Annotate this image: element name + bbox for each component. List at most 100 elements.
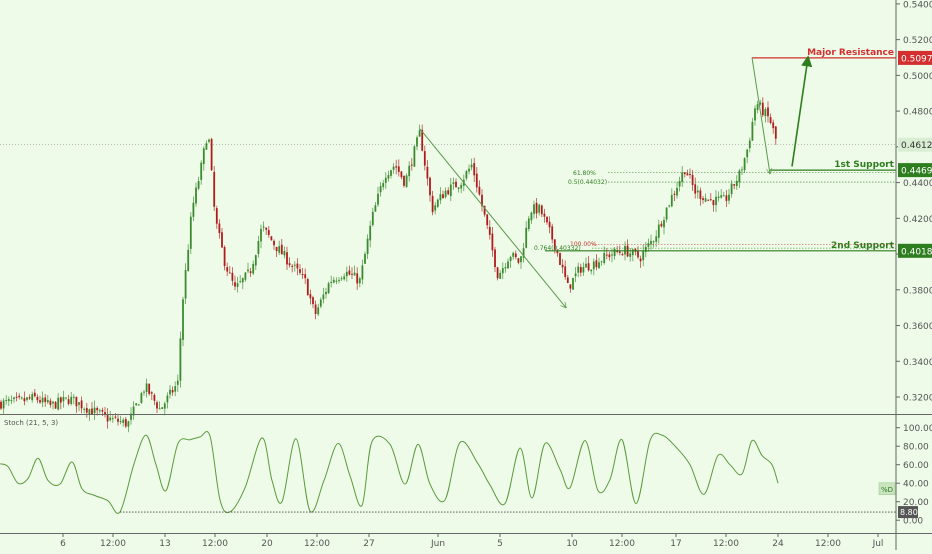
candle-body — [470, 164, 473, 168]
stoch-tick-label: 100.00 — [903, 424, 932, 434]
candle-body — [182, 299, 184, 340]
candle-body — [647, 243, 650, 247]
price-label: 0.44698 — [901, 167, 932, 177]
candle-body — [184, 270, 187, 299]
candle-body — [582, 266, 585, 273]
candle-body — [213, 171, 216, 207]
time-tick-label: 12:00 — [304, 539, 330, 549]
candle-body — [702, 198, 704, 200]
candle-body — [304, 274, 307, 279]
candle-body — [644, 246, 647, 252]
candle-body — [221, 232, 223, 248]
candle-body — [317, 307, 320, 315]
candle-body — [426, 166, 429, 179]
candle-body — [166, 395, 169, 403]
candle-body — [176, 380, 179, 385]
candle-body — [345, 271, 348, 277]
candle-body — [592, 261, 595, 270]
candle-body — [208, 139, 210, 142]
candle-body — [72, 396, 75, 398]
candle-body — [738, 170, 741, 183]
candle-body — [93, 407, 96, 414]
candle-body — [122, 419, 125, 423]
candle-body — [332, 279, 335, 283]
candle-body — [639, 258, 642, 262]
candle-body — [26, 397, 28, 400]
time-tick-label: 24 — [772, 539, 784, 549]
price-label: 0.46123 — [901, 141, 932, 151]
candle-body — [153, 394, 156, 401]
time-tick-label: Jun — [430, 539, 445, 549]
candle-body — [678, 181, 681, 187]
candle-body — [130, 413, 132, 420]
candle-body — [96, 407, 99, 411]
candle-body — [306, 279, 309, 296]
candle-body — [603, 252, 606, 264]
candle-body — [57, 397, 60, 410]
candle-body — [538, 204, 541, 213]
candles — [0, 97, 777, 433]
candle-body — [551, 226, 554, 240]
trend-line — [419, 128, 566, 308]
candle-body — [338, 279, 340, 281]
candle-body — [434, 205, 437, 211]
candle-body — [145, 383, 148, 392]
candle-body — [2, 400, 5, 409]
candle-body — [179, 338, 182, 381]
candle-body — [751, 121, 754, 141]
candle-body — [605, 254, 608, 256]
candle-body — [533, 204, 535, 214]
stoch-line — [0, 431, 779, 514]
candle-body — [280, 244, 283, 255]
candle-body — [618, 251, 621, 253]
candle-body — [18, 395, 21, 398]
candle-body — [91, 408, 93, 415]
candle-body — [137, 404, 140, 406]
candle-body — [494, 249, 496, 268]
candle-body — [761, 102, 764, 116]
candle-body — [52, 401, 54, 404]
candle-body — [226, 267, 229, 272]
candle-body — [598, 262, 600, 269]
candle-body — [483, 205, 486, 215]
candle-body — [278, 246, 281, 253]
candle-body — [158, 408, 161, 410]
candle-body — [150, 392, 153, 394]
level-label: Major Resistance — [807, 48, 894, 58]
candle-body — [54, 402, 57, 409]
fib-label: 100.00% — [570, 241, 597, 248]
candle-body — [13, 397, 15, 400]
candle-body — [49, 400, 52, 405]
candle-body — [743, 158, 746, 171]
time-tick-label: Jul — [872, 539, 884, 549]
candle-body — [540, 205, 543, 215]
candle-body — [132, 406, 135, 416]
candle-body — [106, 415, 109, 422]
candle-body — [44, 397, 47, 402]
time-tick-label: 27 — [363, 539, 374, 549]
candle-body — [460, 184, 463, 189]
candle-body — [613, 248, 616, 257]
stoch-title: Stoch (21, 5, 3) — [4, 419, 58, 427]
candle-body — [707, 199, 710, 201]
candle-body — [254, 255, 257, 266]
candle-body — [98, 410, 101, 412]
candle-body — [119, 421, 122, 423]
candle-body — [364, 253, 366, 264]
candle-body — [455, 181, 457, 188]
time-tick-label: 12:00 — [609, 539, 635, 549]
candle-body — [725, 195, 728, 201]
trend-line — [751, 57, 770, 174]
candle-body — [23, 398, 26, 402]
candle-body — [559, 253, 561, 266]
candle-body — [442, 194, 444, 199]
candle-body — [501, 268, 504, 274]
series-tag-box — [878, 482, 896, 496]
candle-body — [234, 282, 236, 287]
